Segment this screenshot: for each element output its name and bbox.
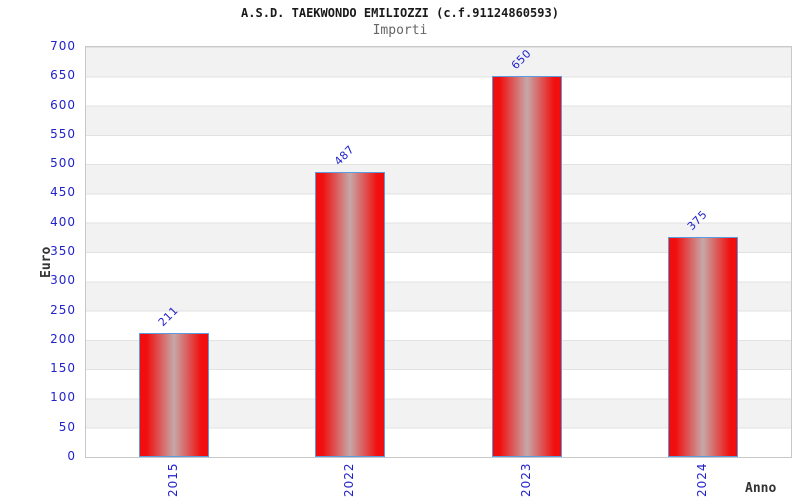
y-tick-label: 400	[50, 214, 76, 229]
y-tick-label: 300	[50, 273, 76, 288]
y-tick-label: 50	[58, 419, 76, 434]
y-tick-label: 700	[50, 39, 76, 53]
chart-subtitle: Importi	[372, 23, 428, 38]
plot-area	[85, 46, 792, 458]
y-tick-label: 100	[50, 390, 76, 405]
y-axis-title: Euro	[39, 246, 54, 278]
bar-2015	[139, 333, 210, 457]
bar-2022	[315, 171, 386, 457]
x-tick-label: 2023	[518, 462, 533, 497]
y-tick-label: 350	[50, 244, 76, 258]
x-tick-label: 2024	[694, 462, 709, 497]
y-tick-label: 450	[50, 185, 76, 200]
x-tick-label: 2022	[342, 462, 357, 497]
y-tick-label: 650	[50, 68, 76, 83]
y-tick-label: 150	[50, 361, 76, 376]
bar-2024	[667, 237, 738, 457]
y-tick-label: 500	[50, 156, 76, 171]
chart-title: A.S.D. TAEKWONDO EMILIOZZI (c.f.91124860…	[241, 6, 559, 20]
y-tick-label: 250	[50, 302, 76, 317]
bar-2023	[491, 76, 562, 457]
y-tick-label: 200	[50, 331, 76, 346]
y-tick-label: 0	[67, 449, 76, 463]
y-tick-label: 550	[50, 126, 76, 141]
y-tick-label: 600	[50, 97, 76, 112]
x-tick-label: 2015	[166, 462, 181, 497]
x-axis-title: Anno	[745, 481, 777, 496]
